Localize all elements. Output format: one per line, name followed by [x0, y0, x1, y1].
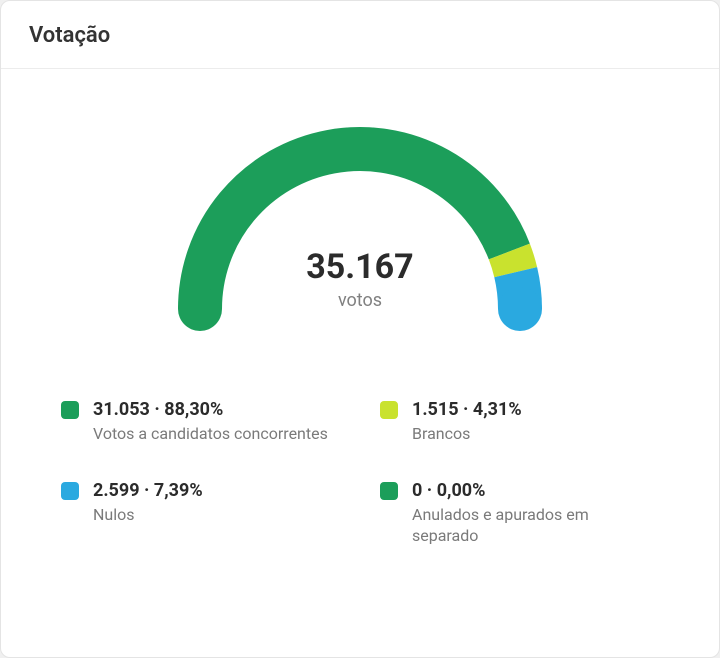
legend: 31.053 · 88,30% Votos a candidatos conco… — [1, 379, 719, 576]
semi-donut-chart: 35.167 votos — [150, 99, 570, 359]
swatch-candidatos — [61, 401, 79, 419]
legend-item-nulos: 2.599 · 7,39% Nulos — [61, 480, 340, 546]
legend-label: Votos a candidatos concorrentes — [93, 424, 328, 445]
legend-label: Nulos — [93, 505, 203, 526]
chart-center-label: 35.167 votos — [150, 249, 570, 311]
legend-value: 0 · 0,00% — [412, 480, 659, 503]
swatch-anulados — [380, 482, 398, 500]
legend-item-candidatos: 31.053 · 88,30% Votos a candidatos conco… — [61, 399, 340, 444]
legend-value: 2.599 · 7,39% — [93, 480, 203, 503]
legend-value: 31.053 · 88,30% — [93, 399, 328, 422]
legend-item-brancos: 1.515 · 4,31% Brancos — [380, 399, 659, 444]
legend-label: Brancos — [412, 424, 522, 445]
legend-text: 2.599 · 7,39% Nulos — [93, 480, 203, 525]
swatch-brancos — [380, 401, 398, 419]
chart-area: 35.167 votos — [1, 69, 719, 379]
legend-text: 0 · 0,00% Anulados e apurados em separad… — [412, 480, 659, 546]
legend-text: 1.515 · 4,31% Brancos — [412, 399, 522, 444]
swatch-nulos — [61, 482, 79, 500]
legend-label: Anulados e apurados em separado — [412, 505, 659, 547]
legend-text: 31.053 · 88,30% Votos a candidatos conco… — [93, 399, 328, 444]
total-votes-label: votos — [150, 290, 570, 311]
legend-item-anulados: 0 · 0,00% Anulados e apurados em separad… — [380, 480, 659, 546]
voting-card: Votação 35.167 votos 31.053 · 88,30% Vot… — [0, 0, 720, 658]
card-title: Votação — [29, 23, 691, 48]
total-votes-value: 35.167 — [150, 249, 570, 286]
legend-value: 1.515 · 4,31% — [412, 399, 522, 422]
card-header: Votação — [1, 1, 719, 69]
